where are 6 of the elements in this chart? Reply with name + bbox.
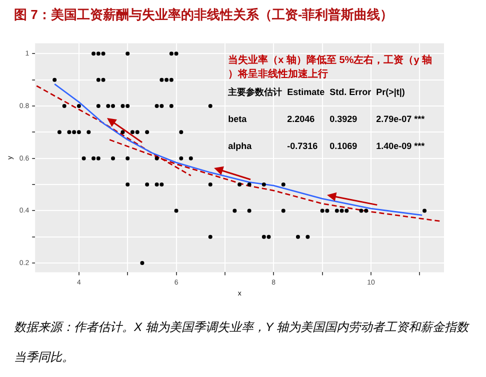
text: beta 2.2046 0.3929 2.79e-07 *** <box>228 114 425 124</box>
text: 数据来源：作者估计。X 轴为美国季调失业率，Y 轴为美国国内劳动者工资和薪金指数当季同比。 <box>14 320 468 364</box>
annotation: 当失业率（x 轴）降低至 5%左右，工资（y 轴）将呈非线性加速上行 <box>228 54 432 80</box>
annotation: 主要参数估计 Estimate Std. Error Pr(>|t|) <box>227 87 405 98</box>
text: alpha -0.7316 0.1069 1.40e-09 *** <box>228 141 425 152</box>
chart-title: 图 7：美国工资薪酬与失业率的非线性关系（工资-菲利普斯曲线） <box>13 6 394 24</box>
